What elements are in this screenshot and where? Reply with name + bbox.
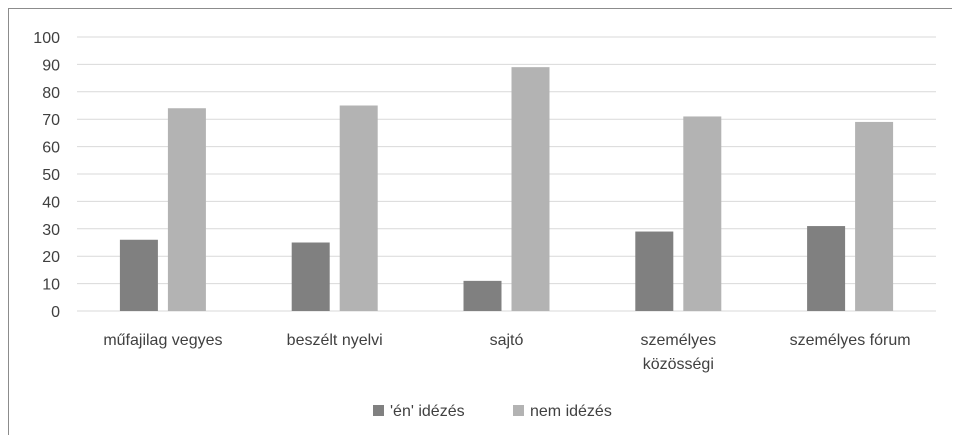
y-tick-label: 30 <box>42 222 60 239</box>
y-tick-label: 40 <box>42 194 60 211</box>
legend-label: nem idézés <box>530 403 612 420</box>
y-tick-label: 70 <box>42 112 60 129</box>
bar <box>167 108 206 312</box>
bar <box>339 105 378 311</box>
bar <box>855 121 894 311</box>
y-axis-ticks: 0 10 20 30 40 50 60 70 80 90 100 <box>33 30 60 321</box>
y-tick-label: 10 <box>42 277 60 294</box>
y-tick-label: 20 <box>42 249 60 266</box>
gridlines <box>77 36 936 312</box>
y-tick-label: 100 <box>33 30 60 47</box>
x-axis-labels: műfajilag vegyes beszélt nyelvi sajtó szemé… <box>103 332 910 373</box>
y-tick-label: 90 <box>42 57 60 74</box>
legend: 'én' idézés nem idézés <box>373 403 612 420</box>
bar <box>807 226 846 311</box>
bar <box>683 116 722 312</box>
bar <box>511 67 550 311</box>
legend-swatch <box>513 405 524 416</box>
bar <box>119 239 158 311</box>
bar <box>635 231 674 311</box>
y-tick-label: 50 <box>42 167 60 184</box>
x-tick-label: közösségi <box>643 356 714 373</box>
bar <box>291 242 330 311</box>
legend-swatch <box>373 405 384 416</box>
y-tick-label: 60 <box>42 140 60 157</box>
chart-frame <box>8 8 952 435</box>
x-tick-label: személyes fórum <box>790 332 911 349</box>
x-tick-label: beszélt nyelvi <box>287 332 383 349</box>
x-tick-label: sajtó <box>490 332 524 349</box>
x-tick-label: műfajilag vegyes <box>103 332 222 349</box>
y-tick-label: 0 <box>51 304 60 321</box>
bars <box>119 67 894 312</box>
x-tick-label: személyes <box>641 332 717 349</box>
bar <box>463 280 502 311</box>
y-tick-label: 80 <box>42 85 60 102</box>
legend-label: 'én' idézés <box>390 403 465 420</box>
